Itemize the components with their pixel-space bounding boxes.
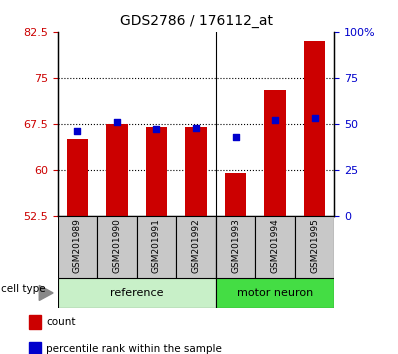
Text: GSM201993: GSM201993: [231, 218, 240, 273]
Polygon shape: [39, 285, 53, 301]
Bar: [264, 90, 286, 216]
Bar: [255, 216, 295, 278]
Point: [114, 119, 120, 125]
Bar: [66, 139, 88, 216]
Point: [193, 125, 199, 130]
Text: reference: reference: [110, 288, 164, 298]
Point: [153, 127, 160, 132]
Bar: [58, 216, 97, 278]
Text: GSM201992: GSM201992: [191, 218, 201, 273]
Bar: [185, 127, 207, 216]
Text: cell type: cell type: [1, 284, 46, 294]
Bar: [137, 216, 176, 278]
Text: count: count: [46, 317, 75, 327]
Bar: [106, 124, 128, 216]
Bar: [304, 41, 326, 216]
Point: [272, 118, 278, 123]
Text: GSM201995: GSM201995: [310, 218, 319, 273]
Text: percentile rank within the sample: percentile rank within the sample: [46, 344, 222, 354]
Bar: [29, 315, 41, 329]
Bar: [216, 216, 255, 278]
Bar: [58, 278, 216, 308]
Text: GSM201994: GSM201994: [271, 218, 279, 273]
Bar: [224, 173, 246, 216]
Bar: [216, 278, 334, 308]
Bar: [97, 216, 137, 278]
Bar: [176, 216, 216, 278]
Point: [311, 115, 318, 121]
Text: motor neuron: motor neuron: [237, 288, 313, 298]
Point: [74, 129, 81, 134]
Bar: [29, 342, 41, 354]
Text: GSM201991: GSM201991: [152, 218, 161, 273]
Text: GSM201990: GSM201990: [113, 218, 121, 273]
Bar: [295, 216, 334, 278]
Text: GSM201989: GSM201989: [73, 218, 82, 273]
Bar: [146, 127, 168, 216]
Title: GDS2786 / 176112_at: GDS2786 / 176112_at: [119, 14, 273, 28]
Point: [232, 134, 239, 139]
